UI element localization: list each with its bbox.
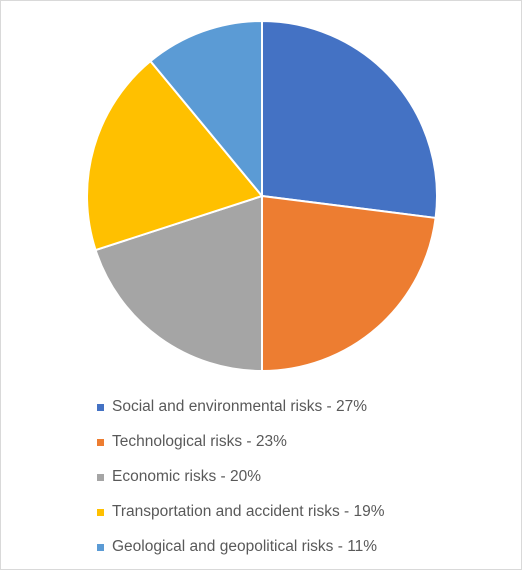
legend-label: Technological risks - 23%: [112, 433, 287, 450]
legend-swatch: [97, 403, 104, 411]
legend-label: Economic risks - 20%: [112, 468, 262, 485]
pie-chart: [86, 20, 438, 372]
legend-label: Social and environmental risks - 27%: [112, 398, 368, 415]
legend-item-social-environmental: Social and environmental risks - 27%: [97, 395, 385, 419]
pie-slices: [86, 20, 438, 372]
legend-item-economic: Economic risks - 20%: [97, 465, 385, 489]
legend-label: Transportation and accident risks - 19%: [112, 503, 385, 520]
chart-legend: Social and environmental risks - 27% Tec…: [97, 395, 385, 570]
pie-slice-geological-geopolitical: [149, 20, 263, 197]
legend-swatch: [97, 473, 104, 481]
legend-item-geological-geopolitical: Geological and geopolitical risks - 11%: [97, 535, 385, 559]
legend-swatch: [97, 438, 104, 446]
legend-item-transportation-accident: Transportation and accident risks - 19%: [97, 500, 385, 524]
legend-label: Geological and geopolitical risks - 11%: [112, 538, 378, 555]
legend-item-technological: Technological risks - 23%: [97, 430, 385, 454]
legend-swatch: [97, 543, 104, 551]
legend-swatch: [97, 508, 104, 516]
pie-slice-technological: [261, 195, 437, 372]
pie-slice-social-environmental: [261, 20, 438, 219]
pie-slice-transportation-accident: [86, 60, 263, 252]
pie-slice-economic: [94, 195, 263, 372]
